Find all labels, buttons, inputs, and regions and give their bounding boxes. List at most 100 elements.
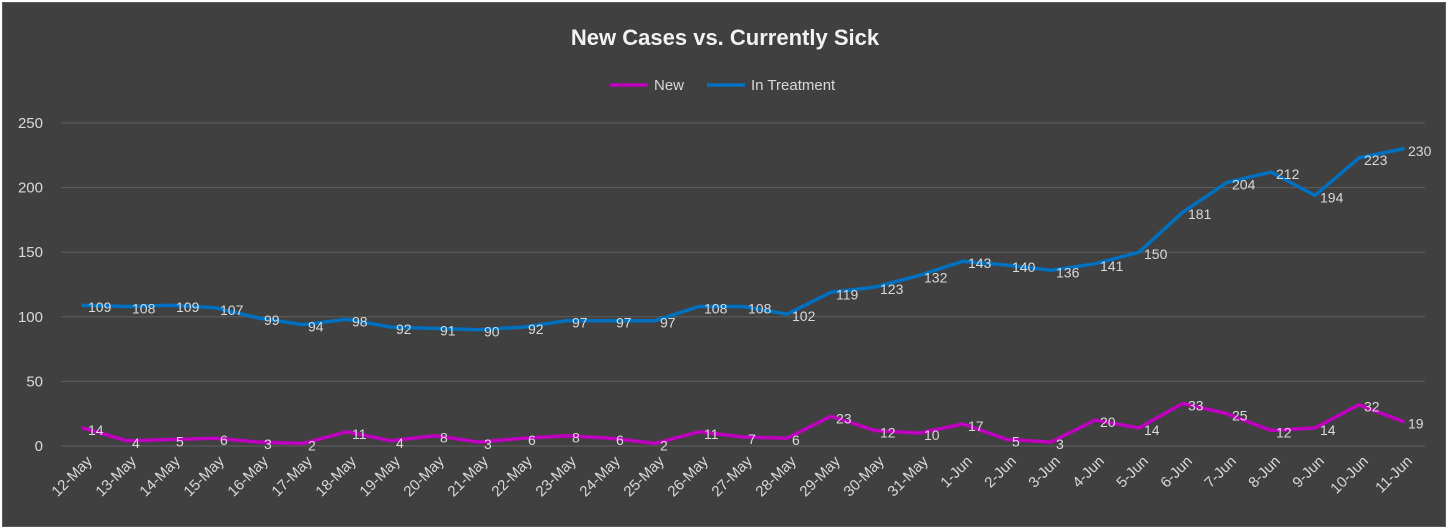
data-label: 204 [1232,176,1256,192]
data-label: 108 [132,300,156,316]
x-tick-label: 24-May [576,452,624,500]
y-axis: 0 50 100 150 200 250 [18,115,43,455]
y-tick-label: 250 [18,115,43,132]
x-tick-label: 11-Jun [1372,453,1416,497]
data-label: 14 [1144,422,1160,438]
x-tick-label: 25-May [620,452,668,500]
data-label: 12 [1276,424,1292,440]
data-label: 14 [88,422,104,438]
data-label: 91 [440,322,456,338]
x-tick-label: 4-Jun [1069,453,1108,492]
x-tick-label: 15-May [180,452,228,500]
data-label: 11 [704,426,719,442]
data-label: 6 [616,432,624,448]
gridlines [61,122,1425,447]
data-label: 4 [396,435,404,451]
line-chart: New Cases vs. Currently Sick New In Treat… [18,25,1432,500]
data-label: 143 [968,255,992,271]
data-label: 150 [1144,246,1168,262]
x-tick-label: 17-May [268,452,316,500]
data-label: 3 [264,436,272,452]
x-tick-label: 22-May [488,452,536,500]
data-label: 3 [1056,436,1064,452]
data-label: 14 [1320,422,1336,438]
data-label: 6 [220,432,228,448]
data-label: 108 [704,300,728,316]
data-label: 107 [220,302,244,318]
x-tick-label: 23-May [532,452,580,500]
x-tick-label: 1-Jun [937,453,976,492]
x-tick-label: 2-Jun [981,453,1020,492]
series-layer [81,147,1405,446]
x-tick-label: 7-Jun [1201,453,1240,492]
x-tick-label: 16-May [224,452,272,500]
data-label: 119 [836,286,859,302]
x-tick-label: 18-May [312,452,360,500]
data-label: 109 [88,299,112,315]
x-tick-label: 9-Jun [1289,453,1328,492]
data-label: 97 [616,315,632,331]
x-tick-label: 31-May [884,452,932,500]
x-tick-label: 27-May [708,452,756,500]
y-tick-label: 200 [18,180,43,197]
x-tick-label: 20-May [400,452,448,500]
y-tick-label: 150 [18,244,43,261]
data-label: 8 [572,430,580,446]
data-label: 32 [1364,399,1380,415]
x-tick-label: 13-May [92,452,140,500]
data-label: 7 [748,431,756,447]
data-label: 2 [660,437,668,453]
x-axis: 12-May13-May14-May15-May16-May17-May18-M… [48,452,1415,500]
data-label: 94 [308,319,324,335]
data-label: 17 [968,418,984,434]
data-label: 136 [1056,264,1080,280]
data-label: 212 [1276,166,1300,182]
data-label: 223 [1364,152,1388,168]
data-label: 10 [924,427,940,443]
x-tick-label: 5-Jun [1113,453,1152,492]
data-label: 98 [352,313,368,329]
x-tick-label: 26-May [664,452,712,500]
y-tick-label: 100 [18,309,43,326]
x-tick-label: 12-May [48,452,96,500]
data-label: 6 [792,432,800,448]
data-label: 25 [1232,408,1248,424]
series-line-new [81,401,1405,446]
y-tick-label: 50 [26,373,43,390]
data-label: 92 [396,321,412,337]
chart-title: New Cases vs. Currently Sick [571,25,880,50]
data-label: 2 [308,437,316,453]
data-label: 12 [880,424,896,440]
data-label: 97 [572,315,588,331]
data-label: 19 [1408,415,1424,431]
x-tick-label: 28-May [752,452,800,500]
legend: New In Treatment [610,77,836,94]
x-tick-label: 10-Jun [1327,453,1371,497]
data-label: 8 [440,430,448,446]
data-label: 3 [484,436,492,452]
data-label: 102 [792,308,816,324]
data-label: 194 [1320,189,1344,205]
x-tick-label: 14-May [136,452,184,500]
x-tick-label: 21-May [444,452,492,500]
data-label: 90 [484,324,500,340]
data-label: 123 [880,281,904,297]
x-tick-label: 6-Jun [1157,453,1196,492]
data-label: 132 [924,269,948,285]
data-label: 11 [352,426,367,442]
data-label: 99 [264,312,280,328]
data-label: 6 [528,432,536,448]
legend-label: In Treatment [751,77,836,94]
data-label: 20 [1100,414,1116,430]
data-label: 141 [1100,258,1124,274]
data-label: 33 [1188,397,1204,413]
data-label: 108 [748,300,772,316]
series-line-in-treatment [81,147,1405,332]
x-tick-label: 3-Jun [1025,453,1064,492]
data-label: 230 [1408,143,1432,159]
data-label: 4 [132,435,140,451]
x-tick-label: 19-May [356,452,404,500]
data-label: 5 [1012,434,1020,450]
